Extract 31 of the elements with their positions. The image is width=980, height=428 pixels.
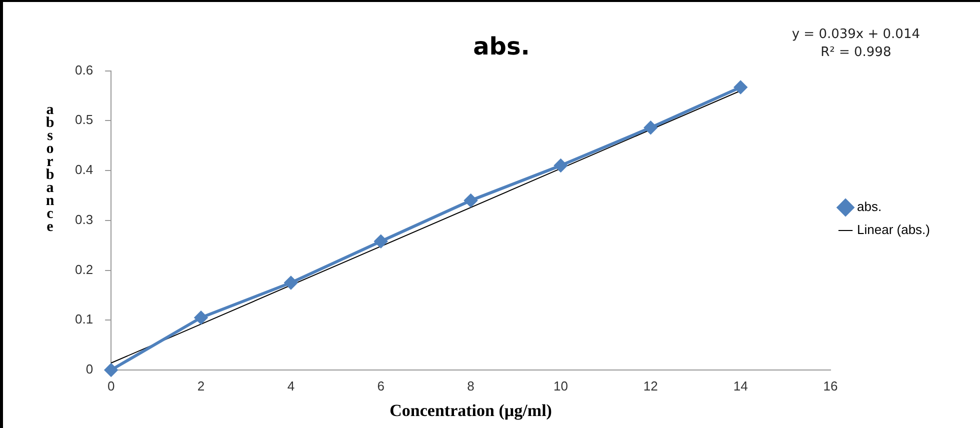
chart-title: abs. <box>473 32 530 61</box>
y-tick-label: 0 <box>86 362 94 377</box>
x-axis-title: Concentration (µg/ml) <box>390 401 552 420</box>
point <box>734 80 748 94</box>
point <box>284 276 298 290</box>
x-tick-label: 0 <box>107 378 115 394</box>
y-tick-label: 0.3 <box>74 212 94 227</box>
y-axis-title: absorbance <box>41 102 58 232</box>
y-tick-label: 0.4 <box>74 162 94 178</box>
legend-label: abs. <box>857 199 882 214</box>
point <box>554 159 568 172</box>
y-tick-label: 0.1 <box>74 312 94 327</box>
legend-label: Linear (abs.) <box>857 222 930 238</box>
text: R² = 0.998 <box>820 44 892 62</box>
y-tick-label: 0.5 <box>74 112 94 128</box>
x-tick-label: 16 <box>823 378 838 394</box>
x-tick-label: 2 <box>197 378 205 394</box>
x-tick-label: 6 <box>377 378 384 394</box>
point <box>644 121 658 134</box>
point <box>464 194 478 207</box>
x-tick-label: 12 <box>643 378 658 394</box>
x-tick-label: 4 <box>287 378 295 394</box>
text: y = 0.039x + 0.014 <box>792 26 920 44</box>
point <box>194 311 208 324</box>
x-tick-label: 14 <box>733 378 748 394</box>
x-tick-label: 8 <box>467 378 474 394</box>
point <box>374 234 388 248</box>
point <box>104 364 118 376</box>
y-tick-label: 0.2 <box>74 262 94 277</box>
y-tick-label: 0.6 <box>74 62 94 78</box>
x-tick-label: 10 <box>553 378 568 394</box>
